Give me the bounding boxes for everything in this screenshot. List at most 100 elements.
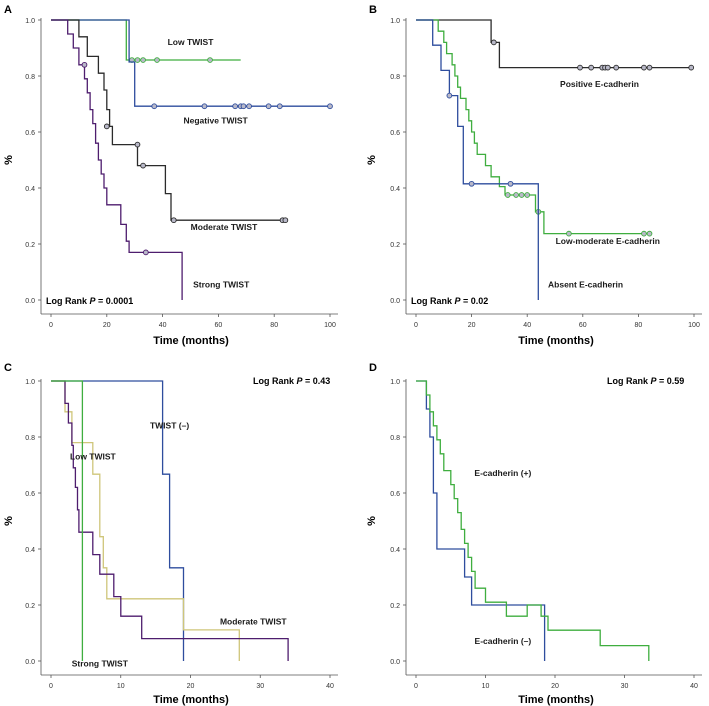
panel-b-censor-mark-positive-e-cadherin xyxy=(613,64,620,71)
panel-b-censor-mark-positive-e-cadherin xyxy=(646,64,653,71)
panel-b-x-tick-label: 80 xyxy=(635,322,643,329)
panel-c-y-tick-label: 0.8 xyxy=(25,435,35,442)
panel-c-curve-label-low-twist: Low TWIST xyxy=(70,451,117,461)
panel-c-x-tick-label: 0 xyxy=(49,683,53,690)
panel-a-x-axis-label: Time (months) xyxy=(153,335,229,347)
panel-c-curve-label-twist: TWIST (–) xyxy=(150,421,189,431)
panel-b: B % Time (months) Log Rank P = 0.02 0.00… xyxy=(366,4,702,347)
panel-b-censor-mark-low-moderate-e-cadherin xyxy=(504,192,511,198)
panel-b-censor-mark-low-moderate-e-cadherin xyxy=(641,230,647,237)
panel-c-y-tick-label: 0.4 xyxy=(25,547,35,554)
panel-a-x-tick-label: 80 xyxy=(270,322,278,329)
panel-b-y-tick-label: 1.0 xyxy=(390,18,400,25)
panel-b-censor-mark-positive-e-cadherin xyxy=(604,64,611,71)
panel-a-x-tick-label: 20 xyxy=(103,322,111,329)
panel-d-y-tick-label: 0.8 xyxy=(390,435,400,442)
panel-a-censor-mark-negative-twist xyxy=(265,103,272,110)
panel-a-x-tick-label: 100 xyxy=(324,322,336,329)
panel-a-y-tick-label: 0.6 xyxy=(25,130,35,137)
panel-b-censor-mark-absent-e-cadherin xyxy=(446,92,453,99)
panel-b-censor-mark-low-moderate-e-cadherin xyxy=(566,230,572,237)
panel-d-x-tick-label: 30 xyxy=(621,683,629,690)
panel-a-y-axis-label: % xyxy=(3,155,15,165)
panel-a-log-rank-stat: Log Rank P = 0.0001 xyxy=(46,296,133,306)
panel-b-x-tick-label: 40 xyxy=(523,322,531,329)
panel-a-censor-mark-negative-twist xyxy=(232,103,238,110)
panel-c-series-strong-twist xyxy=(51,380,84,661)
panel-b-censor-mark-absent-e-cadherin xyxy=(507,180,514,187)
panel-b-x-axis-label: Time (months) xyxy=(518,335,594,347)
panel-d-x-axis-label: Time (months) xyxy=(518,694,594,706)
panel-a-y-tick-label: 0.0 xyxy=(25,298,35,305)
panel-d-label: D xyxy=(369,362,377,374)
panel-d-y-tick-label: 0.6 xyxy=(390,491,400,498)
panel-c-y-tick-label: 0.2 xyxy=(25,603,35,610)
panel-c-curve-label-moderate-twist: Moderate TWIST xyxy=(220,617,287,627)
panel-b-y-tick-label: 0.0 xyxy=(390,298,400,305)
panel-a-y-tick-label: 0.2 xyxy=(25,242,35,249)
panel-a-series-moderate-twist xyxy=(51,19,286,221)
panel-a-x-tick-label: 0 xyxy=(49,322,53,329)
panel-a-curve-label-moderate-twist: Moderate TWIST xyxy=(191,222,258,232)
panel-d-x-tick-label: 20 xyxy=(551,683,559,690)
panel-a-curve-label-negative-twist: Negative TWIST xyxy=(183,116,248,126)
panel-d-x-tick-label: 0 xyxy=(414,683,418,690)
panel-c-x-axis-label: Time (months) xyxy=(153,694,229,706)
panel-a: A % Time (months) Log Rank P = 0.0001 0.… xyxy=(3,4,338,347)
panel-b-censor-mark-absent-e-cadherin xyxy=(468,180,475,187)
panel-b-series-low-moderate-e-cadherin xyxy=(416,19,650,235)
panel-a-censor-mark-negative-twist xyxy=(151,103,158,110)
panel-b-curve-label-positive-e-cadherin: Positive E-cadherin xyxy=(560,79,639,89)
panel-a-censor-mark-moderate-twist xyxy=(103,123,110,130)
panel-c-y-tick-label: 1.0 xyxy=(25,379,35,386)
panel-b-plot-area: 0.0 0.2 0.4 0.6 0.8 1.0 0 20 40 60 80 100 Positive E… xyxy=(390,18,702,329)
panel-a-x-tick-label: 60 xyxy=(215,322,223,329)
panel-b-censor-mark-positive-e-cadherin xyxy=(641,64,647,71)
panel-a-censor-mark-strong-twist xyxy=(143,249,149,256)
panel-b-y-tick-label: 0.4 xyxy=(390,186,400,193)
panel-b-censor-mark-positive-e-cadherin xyxy=(490,39,497,46)
panel-a-censor-mark-negative-twist xyxy=(240,103,247,110)
panel-b-censor-mark-positive-e-cadherin xyxy=(688,64,695,71)
panel-a-label: A xyxy=(4,4,12,16)
panel-d: D % Time (months) Log Rank P = 0.59 0.00… xyxy=(366,362,702,706)
panel-b-censor-mark-low-moderate-e-cadherin xyxy=(518,192,525,198)
panel-a-plot-area: 0.0 0.2 0.4 0.6 0.8 1.0 0 20 40 60 80 100 Low TWIST N… xyxy=(25,18,338,329)
panel-d-y-tick-label: 0.4 xyxy=(390,547,400,554)
panel-a-censor-mark-negative-twist xyxy=(276,103,283,110)
panel-a-censor-mark-low-twist xyxy=(134,57,141,63)
panel-b-censor-mark-low-moderate-e-cadherin xyxy=(513,192,519,198)
panel-b-x-tick-label: 20 xyxy=(468,322,476,329)
panel-b-y-tick-label: 0.6 xyxy=(390,130,400,137)
panel-c-plot-area: 0.0 0.2 0.4 0.6 0.8 1.0 0 10 20 30 40 TWIST (–) Low … xyxy=(25,379,338,690)
panel-b-censor-mark-positive-e-cadherin xyxy=(577,64,583,71)
panel-c-curve-label-strong-twist: Strong TWIST xyxy=(72,659,129,669)
panel-d-series-e-cadherin xyxy=(416,380,546,661)
panel-d-x-tick-label: 40 xyxy=(690,683,698,690)
panel-d-y-tick-label: 1.0 xyxy=(390,379,400,386)
panel-a-censor-mark-negative-twist xyxy=(201,103,208,110)
panel-a-censor-mark-low-twist xyxy=(140,57,146,63)
panel-b-x-tick-label: 0 xyxy=(414,322,418,329)
panel-b-y-axis-label: % xyxy=(366,155,378,165)
panel-c-x-tick-label: 30 xyxy=(256,683,264,690)
panel-a-curve-label-low-twist: Low TWIST xyxy=(168,37,215,47)
panel-d-y-tick-label: 0.0 xyxy=(390,659,400,666)
panel-a-censor-mark-low-twist xyxy=(154,57,160,63)
panel-c-y-tick-label: 0.0 xyxy=(25,659,35,666)
panel-d-plot-area: 0.0 0.2 0.4 0.6 0.8 1.0 0 10 20 30 40 E-cadherin (+… xyxy=(390,379,702,690)
panel-c-x-tick-label: 40 xyxy=(326,683,334,690)
panel-d-curve-label-e-cadherin: E-cadherin (+) xyxy=(474,468,531,478)
panel-a-censor-mark-moderate-twist xyxy=(134,141,141,148)
panel-b-censor-mark-positive-e-cadherin xyxy=(588,64,594,71)
panel-b-curve-label-low-moderate-e-cadherin: Low-moderate E-cadherin xyxy=(556,236,660,246)
panel-d-y-axis-label: % xyxy=(366,516,378,526)
panel-b-censor-mark-low-moderate-e-cadherin xyxy=(646,230,653,237)
panel-c-log-rank-stat: Log Rank P = 0.43 xyxy=(253,376,330,386)
panel-c-x-tick-label: 10 xyxy=(117,683,125,690)
panel-a-y-tick-label: 0.8 xyxy=(25,74,35,81)
panel-c: C % Time (months) Log Rank P = 0.43 0.00… xyxy=(3,362,338,706)
panel-a-series-strong-twist xyxy=(51,19,183,300)
